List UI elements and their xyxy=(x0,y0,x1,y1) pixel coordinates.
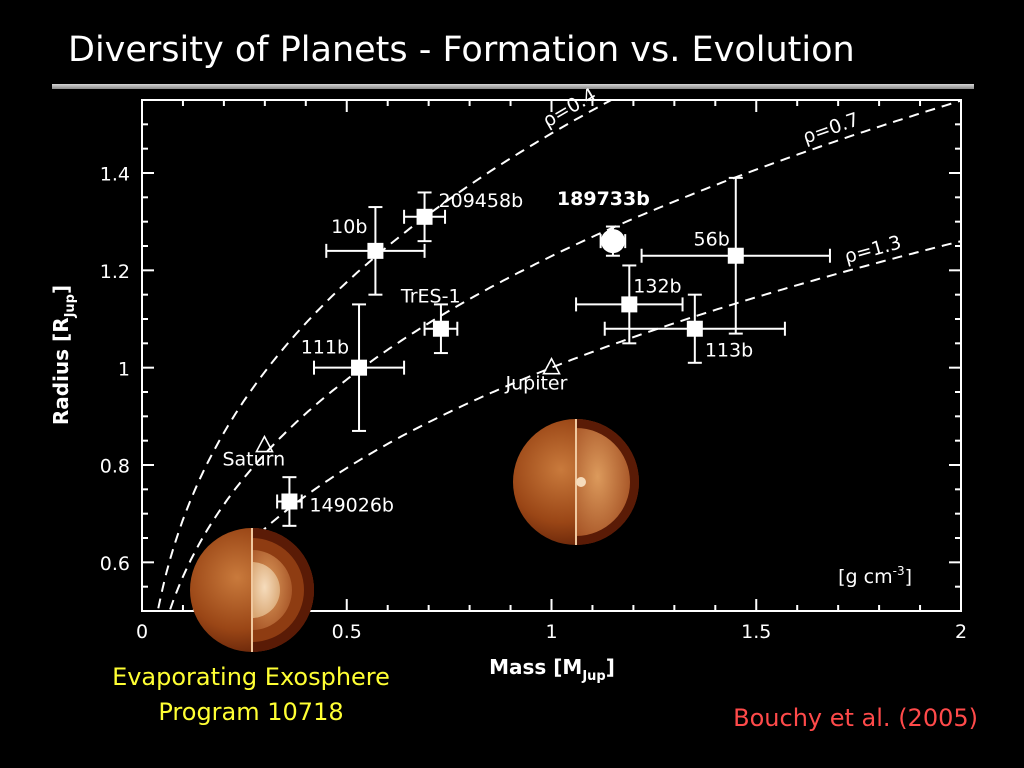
density-curve xyxy=(156,100,614,611)
x-tick-label: 0.5 xyxy=(332,621,362,643)
data-point-square xyxy=(367,242,384,259)
slide-title: Diversity of Planets - Formation vs. Evo… xyxy=(68,30,855,70)
data-point-square xyxy=(686,320,703,337)
point-label: 189733b xyxy=(557,188,650,210)
title-divider xyxy=(52,84,974,89)
data-point-square xyxy=(621,296,638,313)
point-label: 149026b xyxy=(309,495,394,517)
y-tick-label: 1 xyxy=(118,358,130,380)
data-point-square xyxy=(432,320,449,337)
citation: Bouchy et al. (2005) xyxy=(733,704,978,732)
point-label: 111b xyxy=(301,337,349,359)
data-points: 209458b 10b TrES-1 111b 149026b 189733b 56b 132… xyxy=(222,176,831,527)
y-tick-label: 1.2 xyxy=(100,261,130,283)
data-point-square xyxy=(416,208,433,225)
x-tick-label: 2 xyxy=(955,621,967,643)
density-curve xyxy=(168,100,961,611)
point-label: Saturn xyxy=(222,449,285,471)
caption-line: Program 10718 xyxy=(158,698,344,726)
point-label: 113b xyxy=(705,340,753,362)
solar-planet-marker xyxy=(542,356,561,375)
density-label: ρ=1.3 xyxy=(842,231,904,268)
point-label: 132b xyxy=(633,275,681,297)
point-label: TrES-1 xyxy=(400,286,461,308)
point-label: Jupiter xyxy=(505,373,568,395)
program-caption: Evaporating Exosphere Program 10718 xyxy=(96,660,406,730)
y-axis-label: Radius [RJup] xyxy=(49,285,78,425)
y-tick-label: 1.4 xyxy=(100,164,130,186)
units-label: [g cm-3] xyxy=(838,564,912,588)
y-tick-label: 0.8 xyxy=(100,456,130,478)
data-point-square xyxy=(281,493,298,510)
x-axis-label: Mass [MJup] xyxy=(489,655,615,684)
giant-planet-icon xyxy=(513,419,639,545)
x-tick-label: 1.5 xyxy=(741,621,771,643)
x-tick-label: 1 xyxy=(545,621,557,643)
data-point-circle xyxy=(600,229,625,254)
density-label: ρ=0.4 xyxy=(539,84,600,132)
solar-planet-marker xyxy=(255,434,274,453)
data-point-square xyxy=(727,247,744,264)
evaporating-planet-icon xyxy=(190,528,314,652)
point-label: 10b xyxy=(331,216,367,238)
y-tick-label: 0.6 xyxy=(100,553,130,575)
point-label: 209458b xyxy=(439,190,524,212)
data-point-square xyxy=(351,359,368,376)
x-tick-label: 0 xyxy=(136,621,148,643)
caption-line: Evaporating Exosphere xyxy=(112,663,390,691)
point-label: 56b xyxy=(694,229,730,251)
